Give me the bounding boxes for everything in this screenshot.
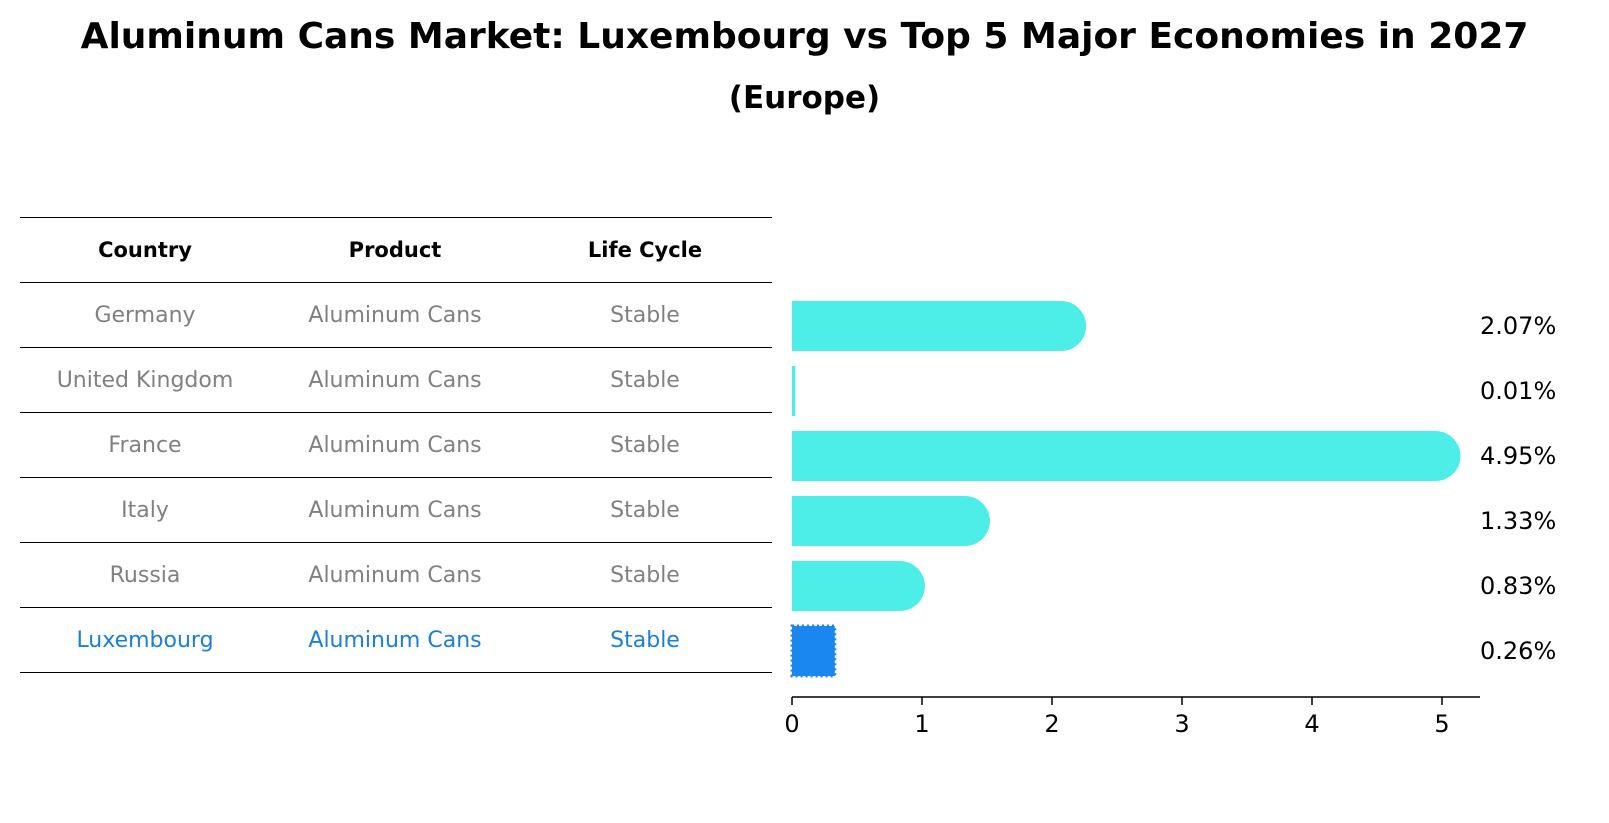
cell-country: France [108,432,182,458]
header-life-cycle: Life Cycle [587,238,703,262]
value-label: 4.95% [1480,442,1556,470]
table-rule [20,282,772,283]
bar-france [792,431,1461,481]
table-rule [20,412,772,413]
value-label: 1.33% [1480,507,1556,535]
chart-subtitle: (Europe) [728,80,881,116]
cell-life-cycle: Stable [610,497,680,523]
x-tick-label: 4 [1304,710,1319,738]
cell-product: Aluminum Cans [308,367,482,393]
table-header-row: Country Product Life Cycle [20,217,772,283]
x-tick-label: 5 [1434,710,1449,738]
bar-russia [792,561,925,611]
value-label: 0.01% [1480,377,1556,405]
cell-product: Aluminum Cans [308,627,482,653]
table-top-rule [20,217,772,218]
value-label: 2.07% [1480,312,1556,340]
cell-country: Luxembourg [76,627,214,653]
cell-life-cycle: Stable [610,367,680,393]
bar-italy [792,496,990,546]
value-label: 0.26% [1480,637,1556,665]
x-axis: 0 1 2 3 4 5 [784,696,1480,738]
table-row: Germany Aluminum Cans Stable [20,282,772,348]
table-rule [20,477,772,478]
cell-life-cycle: Stable [610,432,680,458]
value-label: 0.83% [1480,572,1556,600]
cell-life-cycle: Stable [610,302,680,328]
x-tick-label: 0 [784,710,799,738]
header-country: Country [98,238,192,262]
table-rule [20,347,772,348]
table-row: United Kingdom Aluminum Cans Stable [20,347,772,413]
cell-product: Aluminum Cans [308,562,482,588]
bar-luxembourg [790,624,837,678]
cell-country: Italy [121,497,169,523]
chart-title: Aluminum Cans Market: Luxembourg vs Top … [80,16,1529,57]
cell-country: United Kingdom [56,367,234,393]
header-product: Product [348,238,442,262]
bar-united-kingdom [792,366,796,416]
table-row: Italy Aluminum Cans Stable [20,477,772,543]
cell-country: Russia [109,562,181,588]
table-row-highlighted: Luxembourg Aluminum Cans Stable [20,607,772,673]
table-row: Russia Aluminum Cans Stable [20,542,772,608]
cell-product: Aluminum Cans [308,432,482,458]
cell-life-cycle: Stable [610,562,680,588]
cell-product: Aluminum Cans [308,302,482,328]
value-labels-group: 2.07% 0.01% 4.95% 1.33% 0.83% 0.26% [1480,312,1556,665]
x-tick-label: 2 [1044,710,1059,738]
x-tick-label: 3 [1174,710,1189,738]
bar-germany [792,301,1087,351]
table-rule [20,607,772,608]
table-bottom-rule [20,672,772,673]
cell-country: Germany [94,302,196,328]
bars-group [790,301,1461,678]
table-row: France Aluminum Cans Stable [20,412,772,478]
table-rule [20,542,772,543]
cell-product: Aluminum Cans [308,497,482,523]
cell-life-cycle: Stable [610,627,680,653]
x-tick-label: 1 [914,710,929,738]
